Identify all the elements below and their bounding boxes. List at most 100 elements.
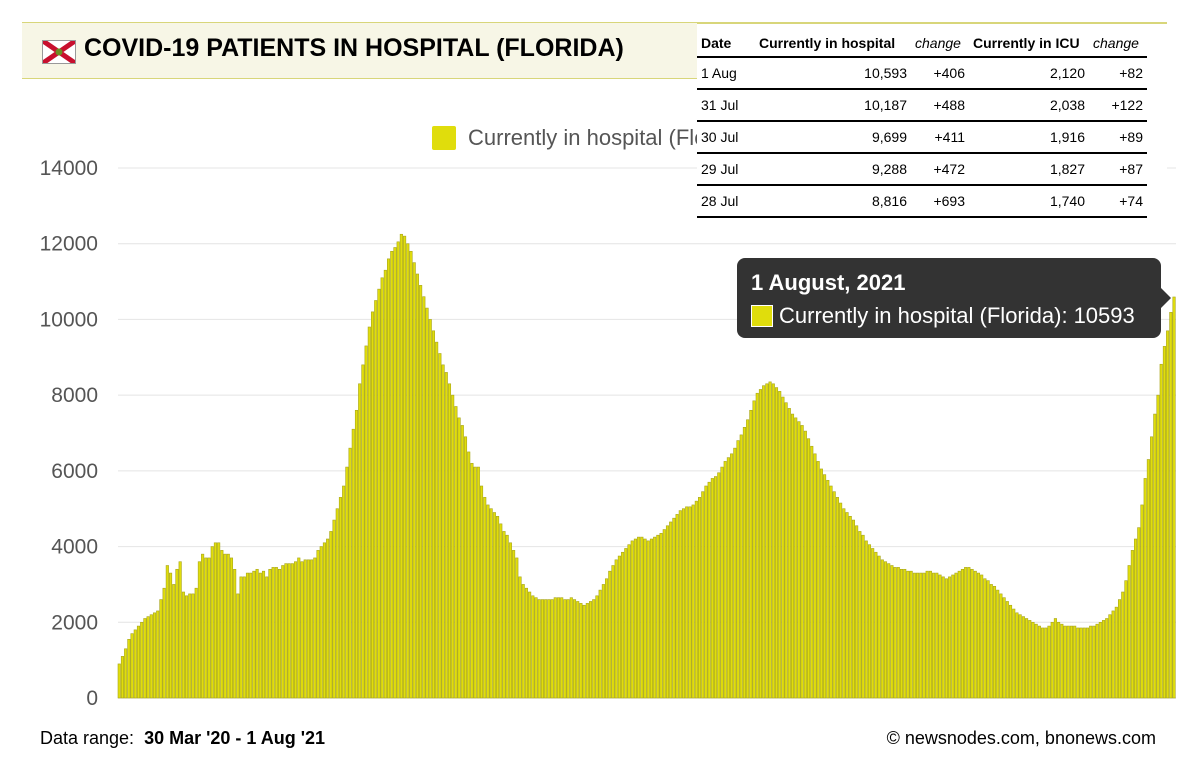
bar[interactable] <box>813 453 817 699</box>
bar[interactable] <box>877 555 881 699</box>
bar[interactable] <box>496 515 500 699</box>
bar[interactable] <box>156 610 160 699</box>
bar[interactable] <box>954 572 958 699</box>
bar[interactable] <box>136 625 141 699</box>
bar[interactable] <box>694 500 698 699</box>
bar[interactable] <box>1079 627 1083 699</box>
bar[interactable] <box>1111 610 1115 699</box>
bar[interactable] <box>1137 527 1141 699</box>
bar[interactable] <box>1156 394 1160 699</box>
bar[interactable] <box>377 288 381 699</box>
bar[interactable] <box>948 576 952 699</box>
bar[interactable] <box>1092 625 1096 699</box>
bar[interactable] <box>771 383 775 699</box>
bar[interactable] <box>938 574 942 699</box>
bar[interactable] <box>790 413 795 699</box>
bar[interactable] <box>117 663 121 699</box>
bar[interactable] <box>983 578 987 699</box>
bar[interactable] <box>486 504 490 699</box>
bar[interactable] <box>1117 599 1122 699</box>
bar[interactable] <box>723 461 727 699</box>
bar[interactable] <box>345 466 349 699</box>
bar[interactable] <box>675 514 679 699</box>
bar[interactable] <box>685 506 689 699</box>
bar[interactable] <box>547 599 551 699</box>
bar[interactable] <box>851 519 855 699</box>
bar[interactable] <box>973 570 977 699</box>
bar[interactable] <box>127 639 131 699</box>
bar[interactable] <box>204 557 208 699</box>
bar[interactable] <box>742 427 746 699</box>
bar[interactable] <box>781 396 785 699</box>
bar[interactable] <box>393 247 397 699</box>
bar[interactable] <box>611 565 615 699</box>
bar[interactable] <box>515 557 519 699</box>
bar[interactable] <box>778 391 782 699</box>
bar[interactable] <box>146 616 150 699</box>
bar[interactable] <box>120 656 125 699</box>
bar[interactable] <box>874 551 878 699</box>
bar[interactable] <box>1114 606 1118 699</box>
bar[interactable] <box>165 565 169 699</box>
bar[interactable] <box>951 574 955 699</box>
bar[interactable] <box>893 567 897 699</box>
bar[interactable] <box>191 593 195 699</box>
bar[interactable] <box>226 553 230 699</box>
bar[interactable] <box>829 485 833 699</box>
bar[interactable] <box>656 534 660 699</box>
bar[interactable] <box>313 557 317 699</box>
bar[interactable] <box>839 502 843 699</box>
bar[interactable] <box>268 568 272 699</box>
bar[interactable] <box>499 523 503 699</box>
bar[interactable] <box>306 559 310 699</box>
bar[interactable] <box>630 540 634 699</box>
bar[interactable] <box>794 417 798 699</box>
bar[interactable] <box>287 563 291 699</box>
bar[interactable] <box>329 531 333 699</box>
bar[interactable] <box>608 570 612 699</box>
bar[interactable] <box>710 478 714 699</box>
bar[interactable] <box>255 568 259 699</box>
bar[interactable] <box>342 485 346 699</box>
bar[interactable] <box>290 563 294 699</box>
bar[interactable] <box>460 425 464 699</box>
bar[interactable] <box>826 480 830 699</box>
bar[interactable] <box>964 567 968 699</box>
bar[interactable] <box>749 409 753 699</box>
bar[interactable] <box>537 599 541 699</box>
bar[interactable] <box>229 557 234 699</box>
bar[interactable] <box>643 538 647 699</box>
bar[interactable] <box>300 561 304 699</box>
bar[interactable] <box>1025 618 1029 699</box>
bar[interactable] <box>454 406 458 699</box>
bar[interactable] <box>768 381 772 699</box>
bar[interactable] <box>688 506 692 699</box>
bar[interactable] <box>406 243 410 699</box>
bar[interactable] <box>447 383 452 699</box>
bar[interactable] <box>787 408 791 699</box>
bar[interactable] <box>845 512 849 699</box>
bar[interactable] <box>592 599 596 699</box>
bar[interactable] <box>399 233 403 699</box>
bar[interactable] <box>479 485 484 699</box>
bar[interactable] <box>621 551 625 699</box>
bar[interactable] <box>412 262 416 699</box>
bar[interactable] <box>980 574 984 699</box>
bar[interactable] <box>470 462 474 699</box>
bar[interactable] <box>1057 621 1061 699</box>
bar[interactable] <box>736 440 740 699</box>
bar[interactable] <box>319 546 323 699</box>
bar[interactable] <box>1015 612 1019 699</box>
bar[interactable] <box>848 515 852 699</box>
bar[interactable] <box>797 421 801 699</box>
bar[interactable] <box>832 491 836 699</box>
bar[interactable] <box>739 434 743 699</box>
bar[interactable] <box>531 595 535 699</box>
bar[interactable] <box>502 531 506 699</box>
bar[interactable] <box>152 612 157 699</box>
bar[interactable] <box>354 409 359 699</box>
bar[interactable] <box>297 557 301 699</box>
bar[interactable] <box>566 599 570 699</box>
bar[interactable] <box>697 497 702 699</box>
bar[interactable] <box>1008 604 1013 699</box>
